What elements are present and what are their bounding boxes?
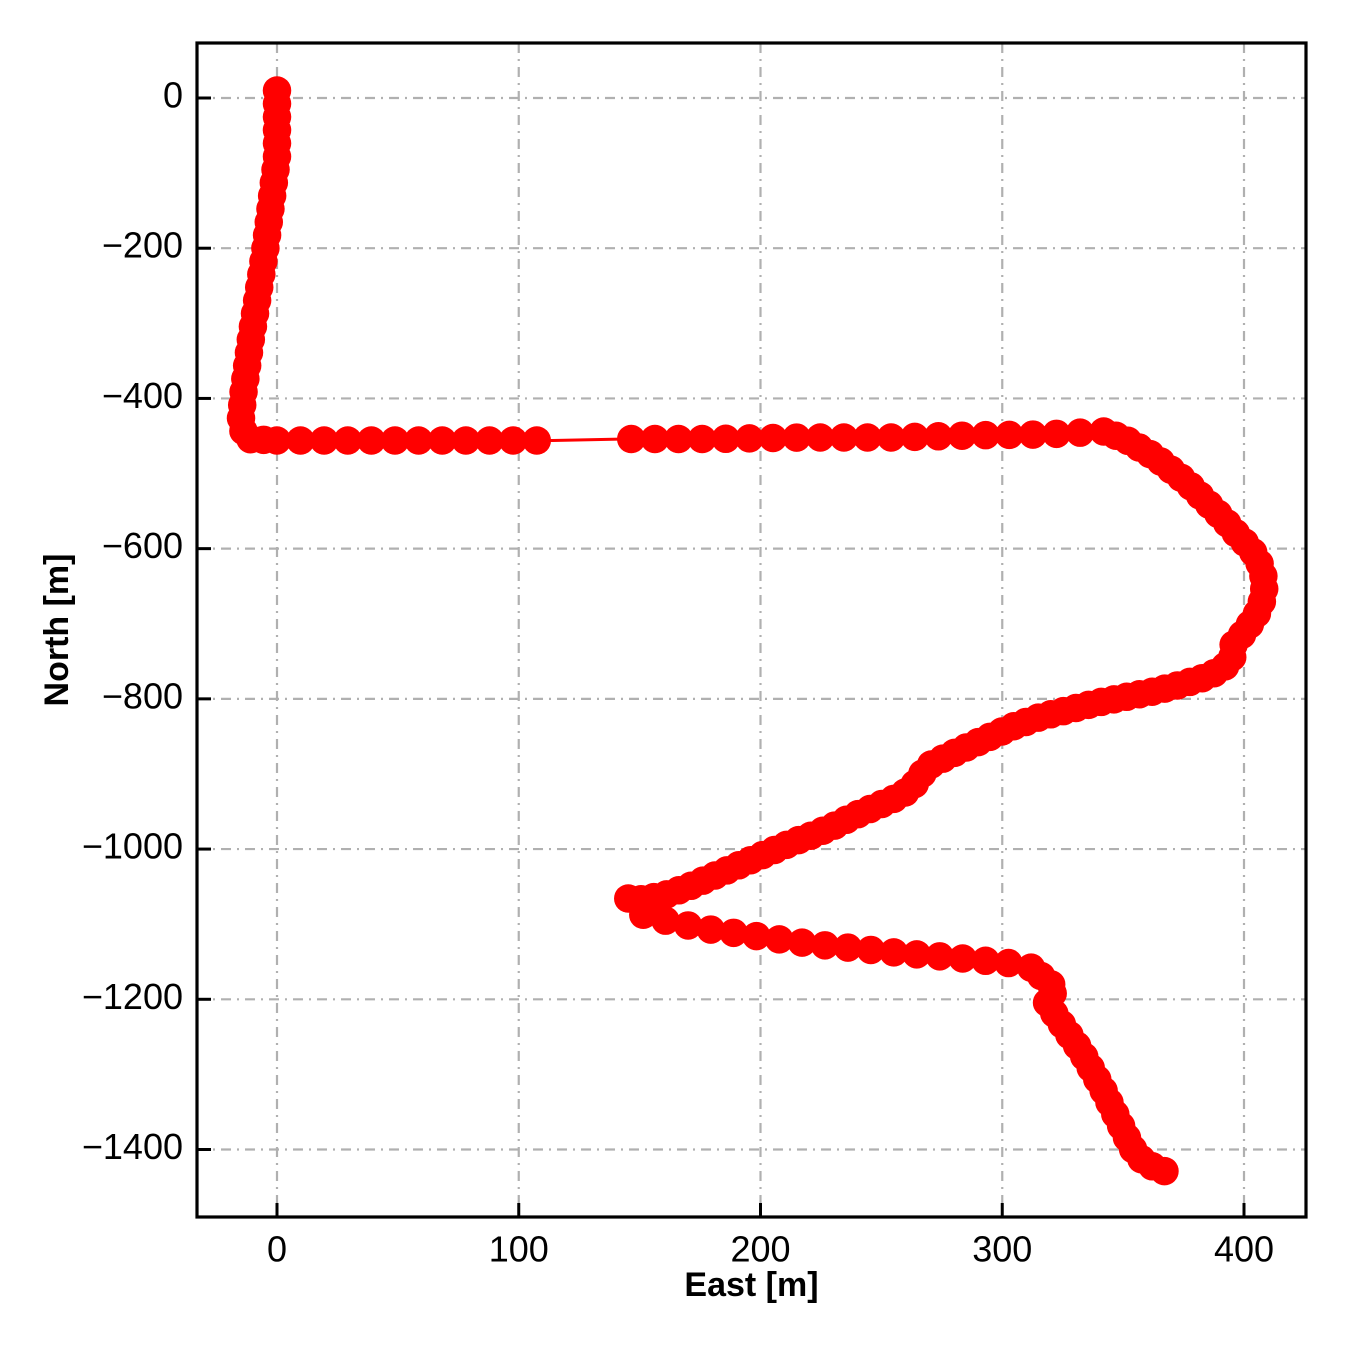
svg-text:−1000: −1000	[82, 826, 183, 867]
svg-text:−600: −600	[102, 525, 183, 566]
svg-text:−1200: −1200	[82, 976, 183, 1017]
svg-text:400: 400	[1214, 1228, 1274, 1269]
svg-text:200: 200	[730, 1228, 790, 1269]
svg-text:−400: −400	[102, 375, 183, 416]
svg-text:0: 0	[267, 1228, 287, 1269]
svg-text:0: 0	[163, 75, 183, 116]
svg-text:300: 300	[972, 1228, 1032, 1269]
svg-text:North [m]: North [m]	[38, 554, 76, 707]
svg-text:−800: −800	[102, 675, 183, 716]
svg-text:East [m]: East [m]	[684, 1266, 818, 1304]
svg-text:−200: −200	[102, 225, 183, 266]
svg-text:−1400: −1400	[82, 1126, 183, 1167]
svg-text:100: 100	[489, 1228, 549, 1269]
